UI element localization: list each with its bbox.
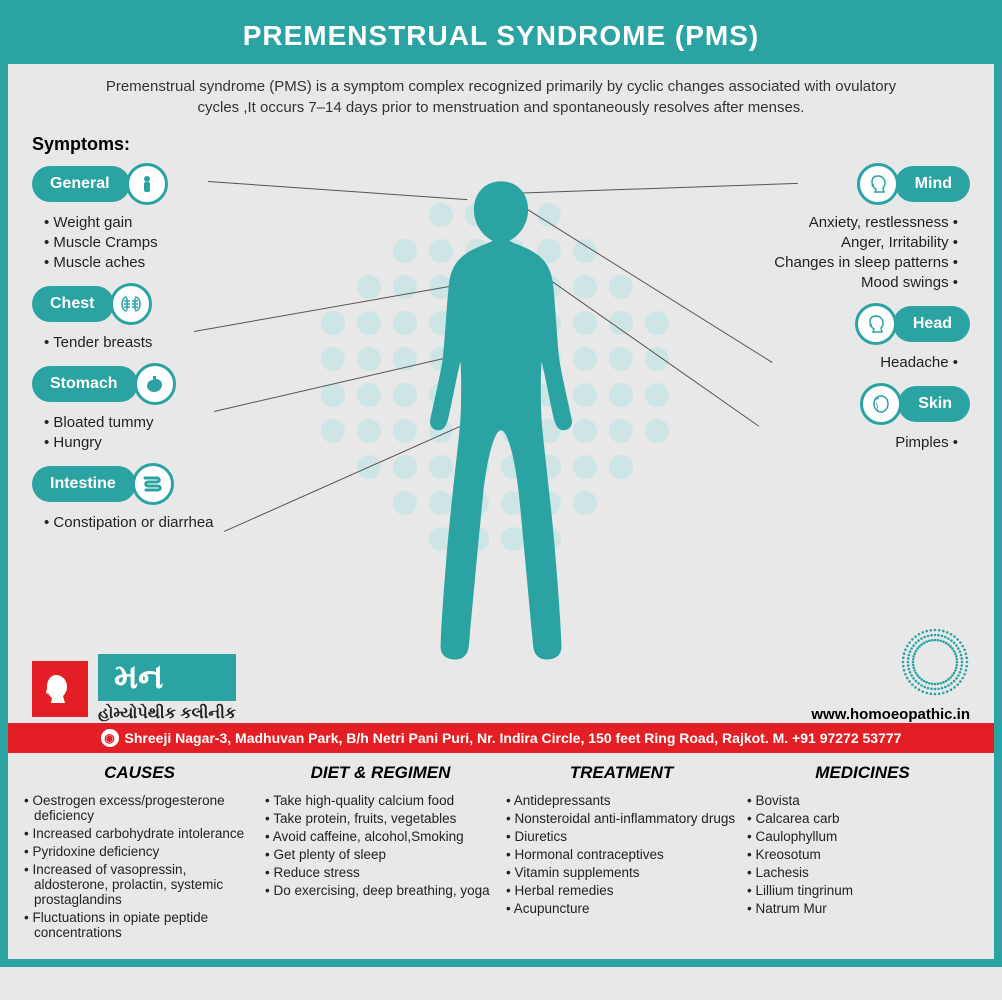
symptom-item: Bloated tummy: [44, 414, 332, 431]
intestine-icon: [132, 463, 174, 505]
column-title: MEDICINES: [747, 763, 978, 783]
intro-text: Premenstrual syndrome (PMS) is a symptom…: [8, 64, 994, 130]
column-title: TREATMENT: [506, 763, 737, 783]
category-pill: General: [32, 166, 130, 202]
symptom-item: Mood swings: [650, 274, 958, 291]
dotted-circle-icon: [900, 627, 970, 697]
category-pill: Intestine: [32, 466, 136, 502]
symptom-item: Pimples: [650, 434, 958, 451]
head-leaf-icon: [32, 661, 88, 717]
logo-sub-text: હોમ્યોપેથીક કલીનીક: [98, 701, 236, 723]
category-pill: Skin: [898, 386, 970, 422]
column-item: Take protein, fruits, vegetables: [265, 811, 496, 826]
column-item: Nonsteroidal anti-inflammatory drugs: [506, 811, 737, 826]
stomach-icon: [134, 363, 176, 405]
column-item: Diuretics: [506, 829, 737, 844]
column-item: Herbal remedies: [506, 883, 737, 898]
info-column: CAUSES Oestrogen excess/progesterone defi…: [24, 763, 255, 943]
website-url: www.homoeopathic.in: [811, 706, 970, 723]
address-bar: ◉ Shreeji Nagar-3, Madhuvan Park, B/h Ne…: [8, 723, 994, 753]
column-item: Pyridoxine deficiency: [24, 844, 255, 859]
symptom-item: Weight gain: [44, 214, 332, 231]
symptom-item: Muscle aches: [44, 254, 332, 271]
column-item: Calcarea carb: [747, 811, 978, 826]
column-item: Acupuncture: [506, 901, 737, 916]
symptom-item: Changes in sleep patterns: [650, 254, 958, 271]
symptom-item: Hungry: [44, 434, 332, 451]
general-icon: [126, 163, 168, 205]
head-icon: [855, 303, 897, 345]
column-title: DIET & REGIMEN: [265, 763, 496, 783]
column-item: Lachesis: [747, 865, 978, 880]
column-item: Vitamin supplements: [506, 865, 737, 880]
column-item: Hormonal contraceptives: [506, 847, 737, 862]
chest-icon: [110, 283, 152, 325]
column-item: Oestrogen excess/progesterone deficiency: [24, 793, 255, 823]
symptom-item: Constipation or diarrhea: [44, 514, 332, 531]
symptoms-diagram: General Weight gain Muscle Cramps Muscle ac…: [8, 163, 994, 723]
location-pin-icon: ◉: [101, 729, 119, 747]
symptom-item: Tender breasts: [44, 334, 332, 351]
symptom-item: Muscle Cramps: [44, 234, 332, 251]
column-item: Natrum Mur: [747, 901, 978, 916]
column-item: Do exercising, deep breathing, yoga: [265, 883, 496, 898]
column-item: Avoid caffeine, alcohol,Smoking: [265, 829, 496, 844]
category-pill: Head: [893, 306, 970, 342]
symptoms-heading: Symptoms:: [32, 134, 994, 155]
column-item: Lillium tingrinum: [747, 883, 978, 898]
info-columns: CAUSES Oestrogen excess/progesterone defi…: [8, 753, 994, 959]
column-item: Antidepressants: [506, 793, 737, 808]
column-item: Caulophyllum: [747, 829, 978, 844]
symptom-item: Anxiety, restlessness: [650, 214, 958, 231]
column-item: Increased carbohydrate intolerance: [24, 826, 255, 841]
logo-main-text: મન: [98, 654, 236, 701]
column-item: Fluctuations in opiate peptide concentra…: [24, 910, 255, 940]
page-title: PREMENSTRUAL SYNDROME (PMS): [8, 8, 994, 64]
column-item: Increased of vasopressin, aldosterone, p…: [24, 862, 255, 907]
info-column: TREATMENT Antidepressants Nonsteroidal ant…: [506, 763, 737, 943]
page: PREMENSTRUAL SYNDROME (PMS) Premenstrual…: [0, 0, 1002, 967]
clinic-logo: મન હોમ્યોપેથીક કલીનીક: [32, 654, 236, 723]
info-column: DIET & REGIMEN Take high-quality calcium …: [265, 763, 496, 943]
symptom-item: Anger, Irritability: [650, 234, 958, 251]
symptom-group-intestine: Intestine Constipation or diarrhea: [32, 463, 332, 531]
column-item: Bovista: [747, 793, 978, 808]
info-column: MEDICINES Bovista Calcarea carb Caulophyllu…: [747, 763, 978, 943]
url-block: www.homoeopathic.in: [811, 627, 970, 723]
symptom-item: Headache: [650, 354, 958, 371]
skin-icon: [860, 383, 902, 425]
symptom-group-skin: Skin Pimples: [650, 383, 970, 451]
column-item: Take high-quality calcium food: [265, 793, 496, 808]
category-pill: Chest: [32, 286, 114, 322]
symptom-group-chest: Chest Tender breasts: [32, 283, 332, 351]
symptom-group-stomach: Stomach Bloated tummy Hungry: [32, 363, 332, 451]
address-text: Shreeji Nagar-3, Madhuvan Park, B/h Netr…: [125, 730, 902, 746]
column-item: Get plenty of sleep: [265, 847, 496, 862]
column-item: Kreosotum: [747, 847, 978, 862]
mind-icon: [857, 163, 899, 205]
category-pill: Stomach: [32, 366, 138, 402]
category-pill: Mind: [895, 166, 970, 202]
symptom-group-head: Head Headache: [650, 303, 970, 371]
human-silhouette: [331, 173, 671, 673]
column-title: CAUSES: [24, 763, 255, 783]
column-item: Reduce stress: [265, 865, 496, 880]
symptom-group-general: General Weight gain Muscle Cramps Muscle ac…: [32, 163, 332, 271]
symptom-group-mind: Mind Anxiety, restlessness Anger, Irritabi…: [650, 163, 970, 291]
